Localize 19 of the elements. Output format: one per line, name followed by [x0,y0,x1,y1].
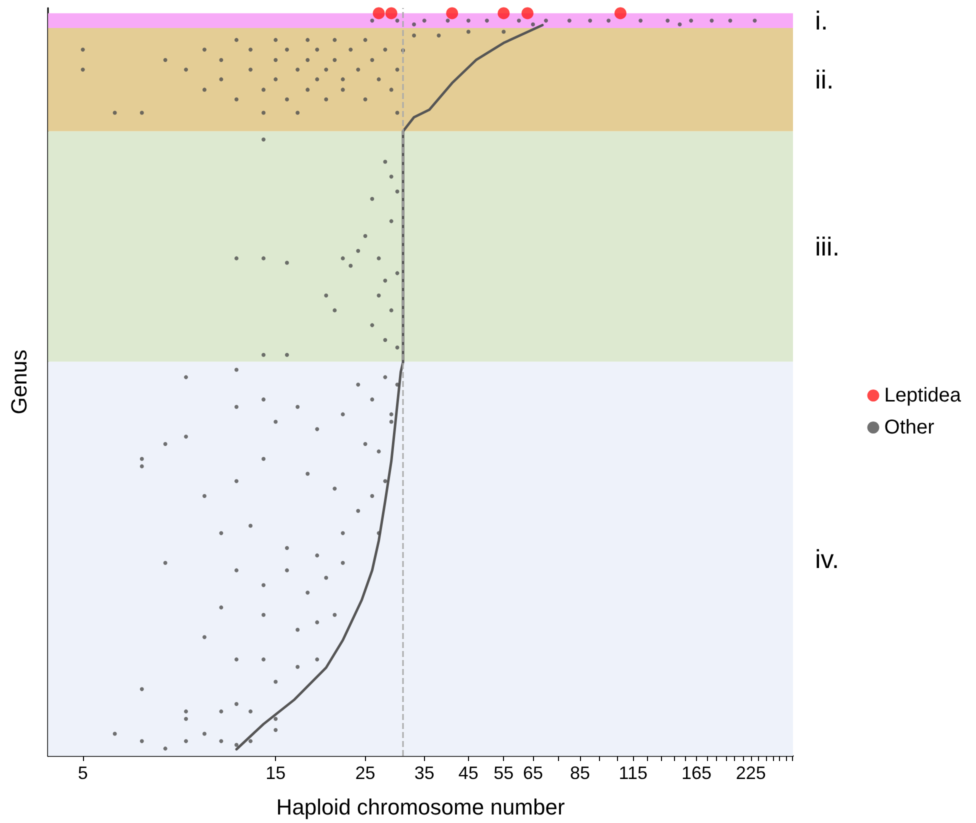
y-axis-title: Genus [6,350,32,414]
x-tick-label: 45 [458,763,478,783]
x-tick-label: 35 [414,763,434,783]
legend-label: Other [884,416,935,438]
x-tick-label: 5 [78,763,88,783]
x-tick-label: 55 [494,763,514,783]
x-tick-label: 165 [681,763,712,783]
band-label: iv. [815,544,840,574]
x-axis-title: Haploid chromosome number [276,794,565,820]
legend-label: Leptidea [884,384,962,406]
band-label: ii. [815,64,834,95]
x-tick-label: 25 [355,763,376,783]
x-tick-label: 115 [618,763,648,783]
x-tick-label: 85 [570,763,590,783]
x-tick-label: 15 [266,763,286,783]
x-tick-label: 225 [736,763,766,783]
band-label: iii. [815,231,840,262]
x-tick-label: 65 [522,763,543,783]
band-label: i. [815,6,828,36]
